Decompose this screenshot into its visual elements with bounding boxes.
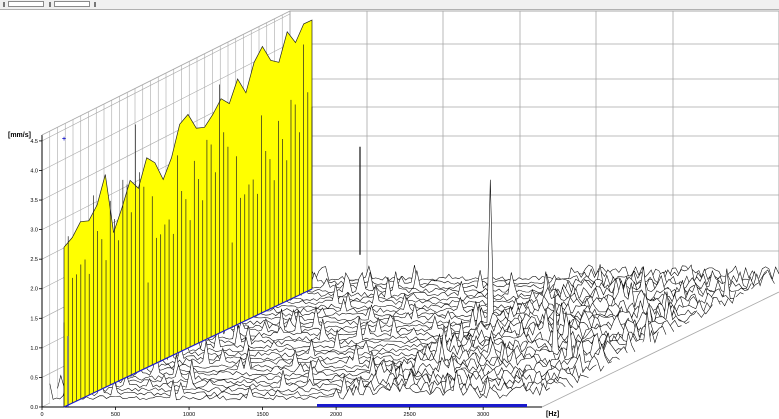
toolbar-field-2[interactable] bbox=[54, 1, 90, 7]
y-tick-label-7: 3.5 bbox=[30, 198, 38, 204]
x-axis-label: [Hz] bbox=[546, 411, 559, 418]
back-wall-border bbox=[289, 10, 779, 281]
y-tick-label-4: 2.0 bbox=[30, 287, 38, 293]
highlight-baseline bbox=[63, 288, 313, 408]
spectrum-slice-4 bbox=[72, 360, 574, 389]
y-tick-label-2: 1.0 bbox=[30, 346, 38, 352]
cursor-marker-glyph: + bbox=[62, 136, 66, 143]
waterfall-chart[interactable]: 0.0 0.5 1.0 1.5 2.0 2.5 3.0 3.5 4.0 4.5 0 500 1000 1… bbox=[0, 9, 779, 419]
toolbar-field-1[interactable] bbox=[8, 1, 44, 7]
spectrum-slice-18 bbox=[181, 302, 682, 333]
x-tick-label-0: 0 bbox=[40, 412, 43, 418]
y-axis-label: [mm/s] bbox=[8, 132, 31, 139]
spectrum-slice-1 bbox=[49, 369, 550, 401]
side-wall-level-4.0 bbox=[41, 43, 291, 171]
slice-mask-1 bbox=[49, 369, 550, 403]
toolbar-separator bbox=[49, 2, 51, 7]
y-tick-label-1: 0.5 bbox=[30, 375, 38, 381]
spectrum-slice-19 bbox=[189, 302, 690, 329]
side-wall-level-4.5 bbox=[41, 13, 291, 142]
slice-mask-21 bbox=[204, 293, 705, 324]
spectrum-slice-3 bbox=[65, 370, 566, 393]
x-axis-ticks: 0 500 1000 1500 2000 2500 3000 bbox=[40, 404, 527, 418]
y-tick-label-5: 2.5 bbox=[30, 257, 38, 263]
y-tick-label-3: 1.5 bbox=[30, 316, 38, 322]
toolbar-dropdown-arrow[interactable] bbox=[94, 2, 96, 7]
slice-mask-7 bbox=[96, 351, 597, 380]
back-wall-grid bbox=[289, 10, 779, 281]
spectrum-slice-25 bbox=[235, 271, 737, 306]
y-tick-label-9: 4.5 bbox=[30, 139, 38, 145]
spectrum-slice-31 bbox=[282, 262, 779, 282]
x-axis-blue-band bbox=[317, 404, 527, 407]
spectrum-slice-5 bbox=[80, 360, 582, 385]
top-depth-edge bbox=[41, 10, 291, 136]
x-tick-label-6: 3000 bbox=[477, 412, 489, 418]
spectrum-slice-26 bbox=[243, 266, 744, 302]
slice-mask-10 bbox=[119, 320, 620, 368]
y-tick-label-6: 3.0 bbox=[30, 228, 38, 234]
y-axis-ticks: 0.0 0.5 1.0 1.5 2.0 2.5 3.0 3.5 4.0 4.5 bbox=[30, 139, 42, 411]
cursor-marker[interactable]: + bbox=[62, 136, 66, 143]
x-tick-label-2: 1000 bbox=[183, 412, 195, 418]
spectrum-slice-13 bbox=[142, 330, 643, 353]
spectrum-slice-11 bbox=[127, 325, 628, 361]
x-tick-label-5: 2500 bbox=[404, 412, 416, 418]
x-tick-label-4: 2000 bbox=[330, 412, 342, 418]
x-tick-label-3: 1500 bbox=[256, 412, 268, 418]
y-tick-label-8: 4.0 bbox=[30, 168, 38, 174]
slice-mask-31 bbox=[282, 263, 779, 284]
highlight-area bbox=[63, 19, 313, 408]
spectrum-slice-8 bbox=[103, 349, 605, 373]
floor-edge bbox=[541, 291, 779, 408]
x-tick-label-1: 500 bbox=[111, 412, 120, 418]
spectrum-slice-21 bbox=[204, 293, 706, 322]
y-tick-label-0: 0.0 bbox=[30, 405, 38, 411]
toolbar bbox=[0, 0, 779, 10]
toolbar-grip bbox=[3, 2, 5, 7]
spectrum-slice-22 bbox=[212, 297, 713, 317]
spectrum-slices bbox=[49, 179, 779, 403]
highlighted-slice bbox=[63, 19, 361, 408]
